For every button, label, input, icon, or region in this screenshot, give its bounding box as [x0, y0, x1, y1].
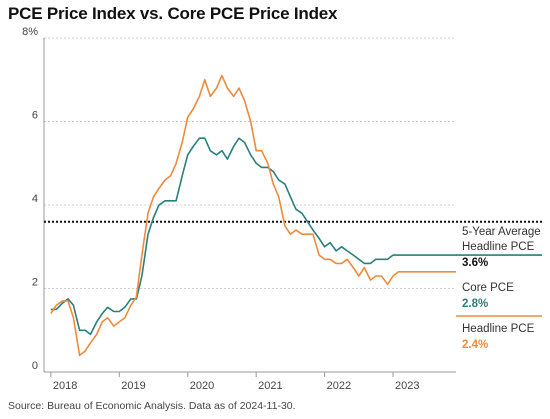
- x-tick-label-2020: 2020: [190, 380, 214, 392]
- average-legend-title-line2: Headline PCE: [462, 241, 535, 253]
- x-tick-label-2021: 2021: [258, 380, 282, 392]
- x-tick-label-2022: 2022: [327, 380, 351, 392]
- legend: 5-Year Average Headline PCE 3.6% Core PCE 2.…: [456, 226, 542, 351]
- core-pce-line: [50, 137, 456, 336]
- series-layer: [44, 74, 542, 357]
- x-tick-label-2023: 2023: [395, 380, 419, 392]
- y-tick-label-8: 8%: [22, 26, 38, 38]
- core-pce-legend-value: 2.8%: [462, 298, 488, 310]
- source-note: Source: Bureau of Economic Analysis. Dat…: [8, 400, 296, 412]
- x-tick-label-2018: 2018: [53, 380, 77, 392]
- core-pce-legend-title: Core PCE: [462, 282, 514, 294]
- y-tick-label-4: 4: [32, 193, 38, 205]
- x-tick-label-2019: 2019: [121, 380, 145, 392]
- average-legend-value: 3.6%: [462, 257, 488, 269]
- headline-pce-legend-title: Headline PCE: [462, 323, 535, 335]
- grid-layer: [44, 37, 456, 289]
- headline-pce-line: [50, 74, 456, 357]
- chart-title: PCE Price Index vs. Core PCE Price Index: [8, 4, 338, 23]
- y-tick-label-2: 2: [32, 277, 38, 289]
- average-legend-title-line1: 5-Year Average: [462, 226, 541, 238]
- headline-pce-legend-value: 2.4%: [462, 339, 488, 351]
- axis-layer: 0 2 4 6 8% 2018 2019 2020 2021 2022 2023: [22, 26, 456, 392]
- y-tick-label-0: 0: [32, 360, 38, 372]
- y-tick-label-6: 6: [32, 110, 38, 122]
